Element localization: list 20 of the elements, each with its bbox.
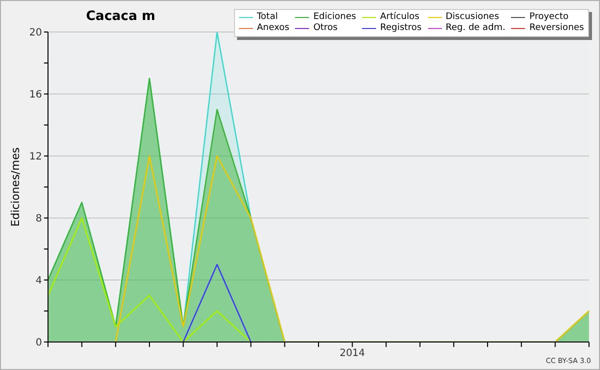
legend-label: Anexos (256, 23, 290, 34)
y-tick-label: 8 (36, 214, 42, 225)
y-tick-label: 4 (36, 276, 42, 287)
legend-label: Otros (313, 23, 338, 34)
legend-label: Artículos (380, 12, 420, 23)
legend-label: Reg. de adm. (446, 23, 506, 34)
x-tick-label: 2014 (340, 348, 366, 360)
line-series (47, 217, 252, 342)
legend-label: Total (256, 12, 278, 23)
legend-label: Reversiones (529, 23, 584, 34)
legend-label: Discusiones (446, 12, 500, 23)
y-tick-label: 20 (29, 28, 42, 39)
y-axis-title: Ediciones/mes (8, 147, 22, 227)
legend-label: Registros (380, 23, 422, 34)
y-tick-label: 16 (29, 90, 42, 101)
legend-label: Ediciones (313, 12, 356, 23)
chart-title: Cacaca m (86, 9, 156, 24)
y-tick-label: 0 (36, 338, 42, 349)
legend-label: Proyecto (529, 12, 569, 23)
y-tick-label: 12 (29, 152, 42, 163)
